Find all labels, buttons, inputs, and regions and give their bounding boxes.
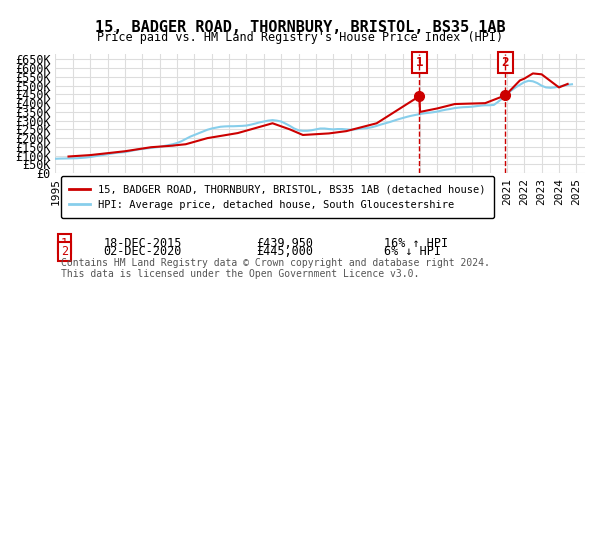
Text: Contains HM Land Registry data © Crown copyright and database right 2024.
This d: Contains HM Land Registry data © Crown c… [61,258,490,279]
Text: 1: 1 [61,237,68,250]
Text: 18-DEC-2015: 18-DEC-2015 [103,237,182,250]
Text: 2: 2 [61,245,68,258]
Text: 15, BADGER ROAD, THORNBURY, BRISTOL, BS35 1AB: 15, BADGER ROAD, THORNBURY, BRISTOL, BS3… [95,20,505,35]
Text: 6% ↓ HPI: 6% ↓ HPI [384,245,441,258]
Text: £445,000: £445,000 [257,245,314,258]
Text: Price paid vs. HM Land Registry's House Price Index (HPI): Price paid vs. HM Land Registry's House … [97,31,503,44]
Legend: 15, BADGER ROAD, THORNBURY, BRISTOL, BS35 1AB (detached house), HPI: Average pri: 15, BADGER ROAD, THORNBURY, BRISTOL, BS3… [61,176,494,218]
Text: 16% ↑ HPI: 16% ↑ HPI [384,237,448,250]
Text: 2: 2 [502,56,509,69]
Text: 1: 1 [416,56,423,69]
Text: 02-DEC-2020: 02-DEC-2020 [103,245,182,258]
Text: £439,950: £439,950 [257,237,314,250]
